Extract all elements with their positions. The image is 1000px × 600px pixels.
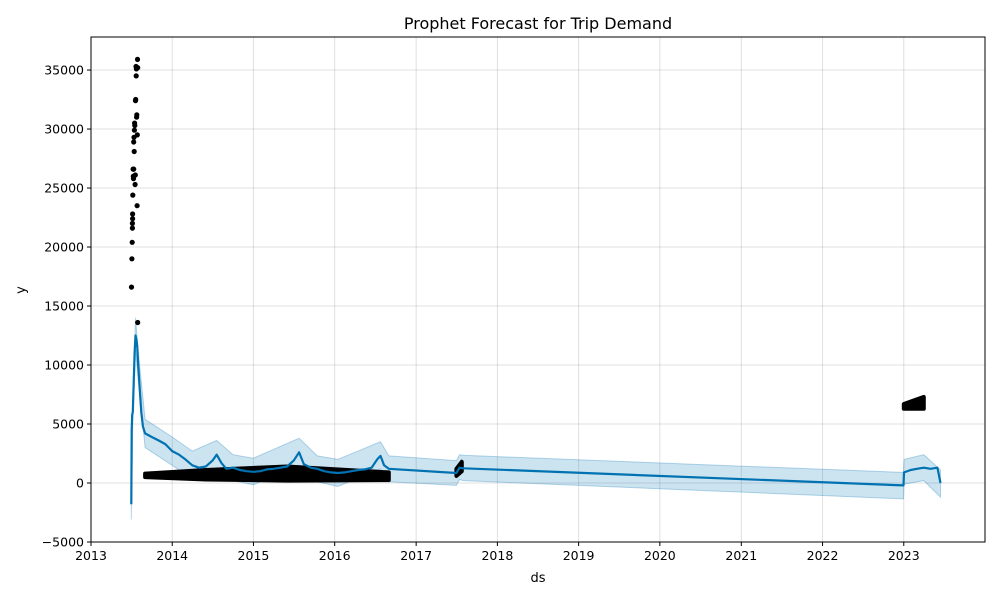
y-tick-label: 5000 [52, 417, 84, 432]
observed-point [132, 181, 138, 188]
observed-point [133, 96, 139, 103]
observed-point [134, 203, 140, 209]
observed-point [134, 132, 140, 138]
observed-point [131, 166, 137, 172]
y-axis-label: y [14, 286, 29, 294]
y-tick-label: 20000 [44, 240, 84, 255]
observed-point [135, 65, 141, 71]
y-tick-label: −5000 [42, 535, 84, 550]
observed-point [128, 284, 135, 290]
observed-point [129, 225, 135, 231]
x-axis-label: ds [530, 571, 545, 586]
observed-points [128, 56, 926, 483]
x-tick-label: 2020 [644, 548, 676, 563]
x-axis-ticks: 2013 2014 2015 2016 2017 2018 2019 2020 2021 2022… [75, 542, 920, 563]
observed-point [131, 148, 137, 155]
observed-point [130, 192, 136, 198]
y-tick-label: 15000 [44, 299, 84, 314]
x-tick-label: 2014 [156, 548, 188, 563]
x-tick-label: 2022 [807, 548, 839, 563]
observed-point [131, 139, 137, 145]
observed-point [129, 220, 135, 226]
observed-point-cluster [143, 464, 391, 483]
observed-point [132, 122, 138, 129]
plot-frame [90, 36, 986, 543]
forecast-line-group [130, 334, 942, 505]
forecast-line [130, 334, 942, 505]
x-tick-label: 2016 [319, 548, 351, 563]
observed-point-cluster [901, 394, 926, 411]
observed-point [134, 56, 141, 63]
x-tick-label: 2023 [888, 548, 920, 563]
chart-title: Prophet Forecast for Trip Demand [404, 14, 672, 33]
observed-point [135, 319, 141, 326]
observed-point [129, 256, 135, 262]
x-tick-label: 2019 [563, 548, 595, 563]
observed-point [129, 239, 135, 245]
y-tick-label: 10000 [44, 358, 84, 373]
y-axis-ticks: −5000 0 5000 10000 15000 20000 25000 30000 35000 [42, 63, 91, 550]
observed-point [133, 73, 139, 79]
x-tick-label: 2015 [238, 548, 270, 563]
x-tick-label: 2017 [400, 548, 432, 563]
observed-point [130, 211, 136, 217]
x-tick-label: 2021 [725, 548, 757, 563]
observed-point [131, 127, 137, 133]
observed-point [130, 216, 136, 222]
y-tick-label: 0 [76, 476, 84, 491]
x-tick-label: 2018 [481, 548, 513, 563]
y-tick-label: 35000 [44, 63, 84, 78]
y-tick-label: 25000 [44, 181, 84, 196]
y-tick-label: 30000 [44, 122, 84, 137]
x-tick-label: 2013 [75, 548, 107, 563]
observed-point [132, 172, 138, 178]
observed-point [134, 112, 140, 118]
